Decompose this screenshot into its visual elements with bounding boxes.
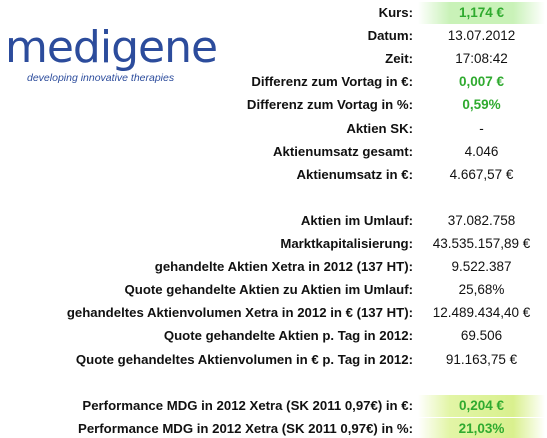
row-value: 1,174 € [418,2,545,24]
row-label: Quote gehandeltes Aktienvolumen in € p. … [75,351,413,367]
row-label: Kurs: [378,5,413,20]
row-value: 0,007 € [458,74,505,90]
row-value: 21,03% [418,417,545,438]
row-label: gehandelte Aktien Xetra in 2012 (137 HT)… [154,259,413,275]
row-label: Datum: [367,28,413,44]
logo-name: medigene [5,22,218,73]
row-value: 0,59% [462,97,501,113]
row-label: Zeit: [385,51,413,67]
row-label: Performance MDG in 2012 Xetra (SK 2011 0… [82,397,413,413]
row-label: Aktien SK: [346,120,413,136]
row-label: Quote gehandelte Aktien zu Aktien im Uml… [124,282,413,298]
row-label: Aktienumsatz gesamt: [273,143,413,159]
row-label: Aktien im Umlauf: [300,212,413,228]
row-value: 0,204 € [418,394,545,417]
row-value: 91.163,75 € [445,351,518,367]
row-label: Performance MDG in 2012 Xetra (SK 2011 0… [78,420,413,436]
row-value: 25,68% [458,282,505,298]
row-label: Quote gehandelte Aktien p. Tag in 2012: [163,328,413,344]
row-value: 17:08:42 [455,51,508,67]
row-label: Aktienumsatz in €: [296,166,413,182]
row-value: 4.046 [464,143,499,159]
logo-tagline: developing innovative therapies [27,72,175,84]
row-value: 13.07.2012 [447,28,516,44]
row-value: 12.489.434,40 € [432,305,531,321]
row-value: 4.667,57 € [449,166,514,182]
row-label: Marktkapitalisierung: [280,236,413,251]
row-label: Differenz zum Vortag in %: [246,97,413,113]
row-value: 37.082.758 [447,212,516,228]
row-label: Differenz zum Vortag in €: [251,74,413,90]
row-value: 9.522.387 [451,259,512,275]
row-value: 69.506 [460,328,503,344]
row-label: gehandeltes Aktienvolumen Xetra in 2012 … [66,305,413,321]
row-value: 43.535.157,89 € [432,236,531,251]
row-value: - [479,120,484,136]
